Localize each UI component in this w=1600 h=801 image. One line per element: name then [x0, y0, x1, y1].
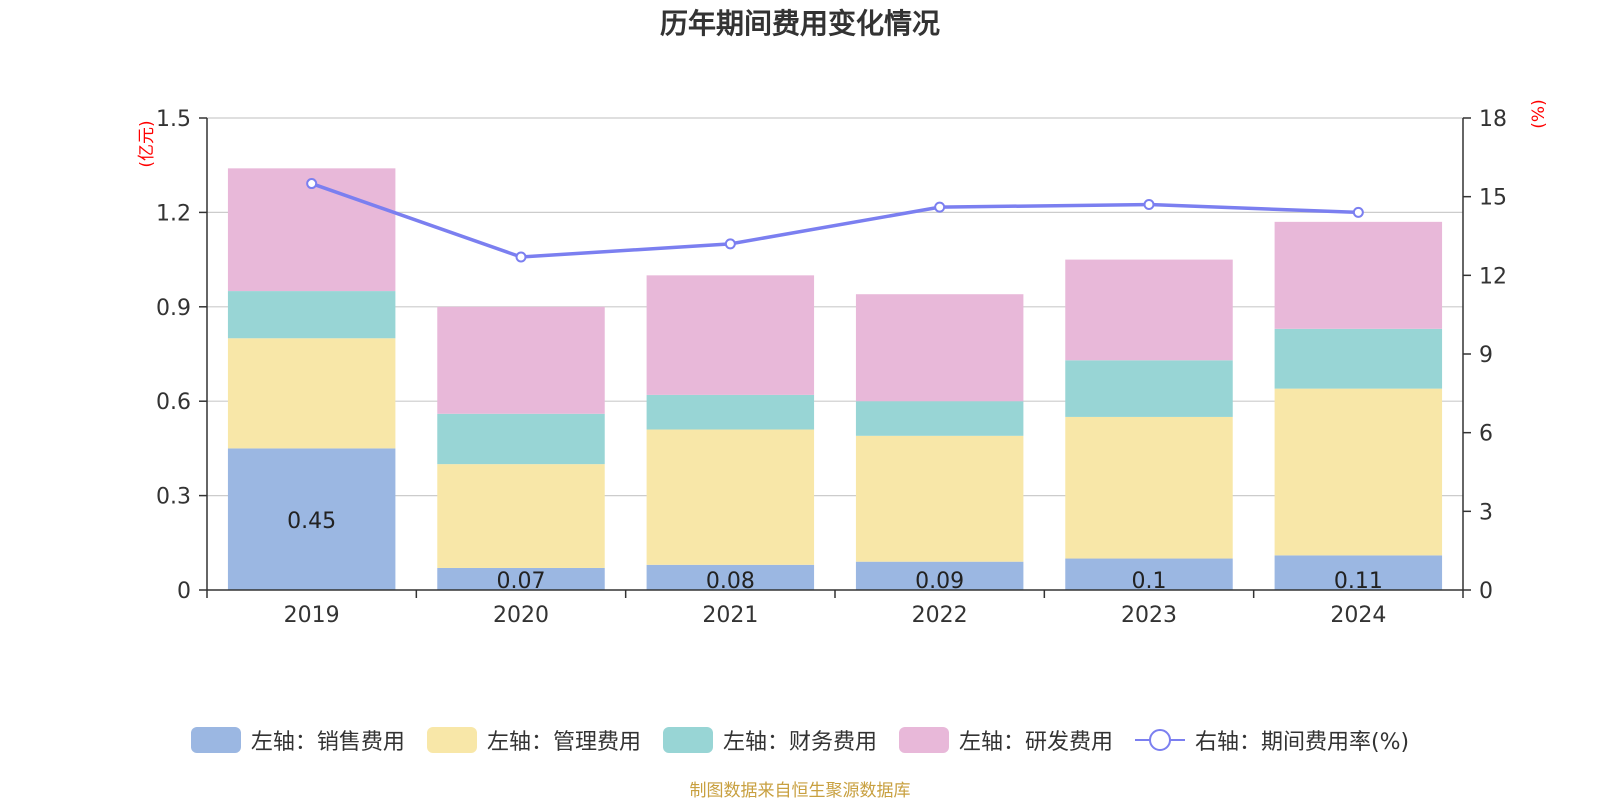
bar-segment-2	[1274, 388, 1443, 556]
legend-label: 左轴：销售费用	[250, 730, 405, 755]
x-axis-tick-label: 2022	[912, 603, 968, 628]
right-axis-unit-label: (%)	[1529, 99, 1549, 128]
x-axis-tick-label: 2023	[1121, 603, 1177, 628]
legend-line-marker	[1134, 729, 1185, 751]
bar-segment-2	[855, 435, 1024, 562]
bar-segment-2	[646, 429, 815, 565]
rate-point	[515, 251, 527, 263]
legend-swatch	[898, 727, 949, 753]
bar-segment-4	[1274, 221, 1443, 329]
rate-point	[1352, 206, 1364, 218]
bar-segment-1	[1065, 558, 1233, 590]
bar-segment-1	[227, 448, 396, 590]
chart-canvas: 00.30.60.91.21.503691215180.4520190.0720…	[137, 99, 1549, 628]
rate-point	[1143, 199, 1155, 211]
legend-swatch	[190, 727, 241, 753]
left-axis-tick-label: 0.3	[156, 485, 191, 510]
bar-segment-3	[227, 291, 396, 339]
left-axis-tick-label: 1.5	[156, 107, 191, 132]
right-axis-tick-label: 9	[1479, 343, 1493, 368]
legend-item[interactable]: 右轴：期间费用率(%)	[1134, 724, 1410, 756]
left-axis-tick-label: 0.9	[156, 296, 191, 321]
bar-segment-2	[1065, 416, 1233, 559]
bar-segment-4	[437, 306, 605, 414]
rate-point	[306, 178, 318, 190]
x-axis-tick-label: 2021	[702, 603, 758, 628]
source-note: 制图数据来自恒生聚源数据库	[689, 781, 911, 801]
legend-label: 左轴：研发费用	[958, 730, 1113, 755]
bar-segment-3	[855, 401, 1024, 436]
legend-swatch	[426, 727, 477, 753]
right-axis-tick-label: 18	[1479, 107, 1507, 132]
legend-swatch	[662, 727, 713, 753]
bar-segment-4	[855, 294, 1024, 402]
left-axis-tick-label: 1.2	[156, 201, 191, 226]
x-axis-tick-label: 2019	[284, 603, 340, 628]
legend-label: 右轴：期间费用率(%)	[1194, 730, 1410, 755]
right-axis-tick-label: 6	[1479, 422, 1493, 447]
bar-segment-4	[646, 275, 815, 395]
bar-segment-2	[437, 464, 605, 568]
bar-segment-1	[855, 561, 1024, 590]
right-axis-tick-label: 15	[1479, 186, 1507, 211]
rate-point	[724, 238, 736, 250]
right-axis-tick-label: 3	[1479, 500, 1493, 525]
bar-segment-3	[646, 394, 815, 430]
legend: 左轴：销售费用 左轴：管理费用 左轴：财务费用 左轴：研发费用 右轴：期间费用率(%)	[0, 720, 1600, 760]
bar-segment-1	[1274, 555, 1443, 590]
legend-label: 左轴：管理费用	[486, 730, 641, 755]
rate-point	[934, 201, 946, 213]
bar-segment-4	[1065, 259, 1233, 361]
right-axis-tick-label: 12	[1479, 264, 1507, 289]
left-axis-unit-label: (亿元)	[137, 120, 157, 167]
legend-item[interactable]: 左轴：财务费用	[662, 724, 877, 756]
legend-item[interactable]: 左轴：研发费用	[898, 724, 1113, 756]
left-axis-tick-label: 0.6	[156, 390, 191, 415]
right-axis-tick-label: 0	[1479, 579, 1493, 604]
bar-segment-3	[1274, 328, 1443, 389]
bar-segment-3	[437, 413, 605, 465]
bar-segment-2	[227, 338, 396, 449]
bar-segment-1	[646, 564, 815, 590]
legend-item[interactable]: 左轴：销售费用	[190, 724, 405, 756]
bar-segment-3	[1065, 360, 1233, 417]
bar-segment-1	[437, 567, 605, 590]
legend-label: 左轴：财务费用	[722, 730, 877, 755]
data-label: 0.45	[287, 509, 336, 534]
legend-item[interactable]: 左轴：管理费用	[426, 724, 641, 756]
rate-line	[311, 181, 1359, 259]
left-axis-tick-label: 0	[177, 579, 191, 604]
x-axis-tick-label: 2024	[1330, 603, 1386, 628]
chart-title: 历年期间费用变化情况	[659, 7, 940, 40]
x-axis-tick-label: 2020	[493, 603, 549, 628]
